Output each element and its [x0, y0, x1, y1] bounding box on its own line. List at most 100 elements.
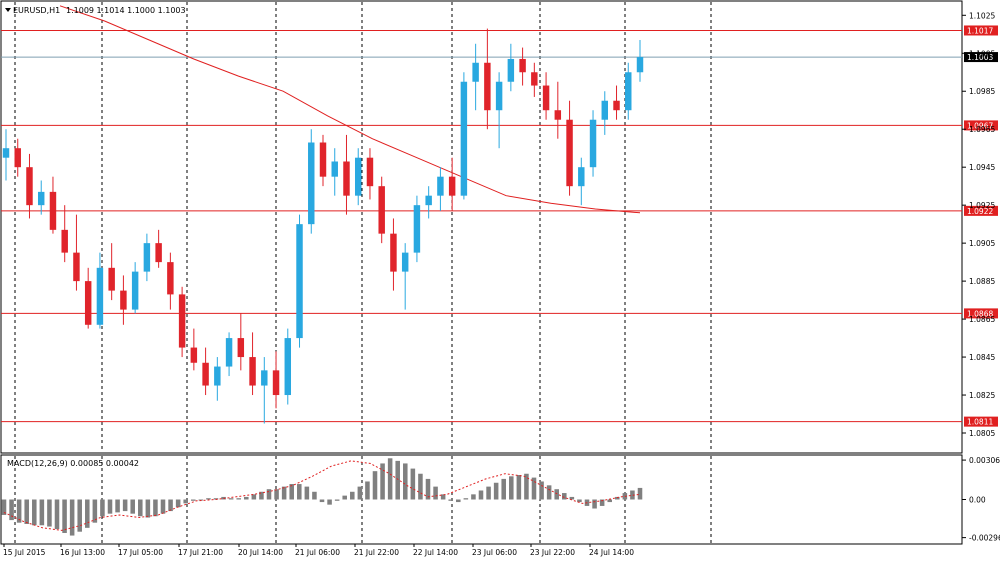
- candle[interactable]: [495, 72, 503, 149]
- macd-histogram-bar: [54, 499, 60, 530]
- macd-header: MACD(12,26,9) 0.00085 0.00042: [7, 459, 139, 468]
- candle[interactable]: [237, 313, 245, 371]
- candle[interactable]: [308, 129, 315, 234]
- candle[interactable]: [26, 153, 33, 219]
- candle[interactable]: [61, 205, 68, 263]
- candle[interactable]: [366, 148, 374, 200]
- candle[interactable]: [413, 195, 421, 263]
- candle[interactable]: [636, 39, 644, 82]
- macd-histogram-bar: [24, 499, 29, 524]
- macd-histogram-bar: [372, 471, 378, 500]
- candle[interactable]: [96, 252, 104, 329]
- macd-histogram-bar: [160, 499, 166, 514]
- candle[interactable]: [2, 129, 10, 181]
- candle[interactable]: [613, 85, 620, 120]
- macd-histogram-bar: [387, 458, 393, 500]
- candle[interactable]: [108, 243, 115, 301]
- current-price-tag: [964, 52, 998, 63]
- candle[interactable]: [601, 91, 609, 135]
- candle[interactable]: [190, 328, 198, 371]
- candle[interactable]: [167, 252, 174, 310]
- candle[interactable]: [261, 357, 268, 424]
- macd-histogram-bar: [403, 463, 408, 500]
- candle[interactable]: [296, 214, 303, 348]
- price-tick-label: 1.0985: [969, 87, 995, 96]
- price-tick-label: 1.0845: [969, 353, 995, 362]
- macd-histogram-bar: [599, 499, 605, 506]
- candle[interactable]: [589, 110, 597, 177]
- candle[interactable]: [460, 72, 468, 200]
- candle[interactable]: [84, 267, 92, 329]
- level-price-tag: [964, 416, 998, 427]
- candle-body: [472, 62, 479, 82]
- candle[interactable]: [49, 176, 57, 234]
- candle-body: [96, 267, 104, 325]
- candle[interactable]: [143, 233, 151, 282]
- candle[interactable]: [319, 134, 327, 187]
- candle[interactable]: [519, 47, 526, 86]
- candle-body: [37, 191, 45, 206]
- macd-histogram-bar: [380, 463, 385, 500]
- candle[interactable]: [155, 229, 162, 268]
- candle[interactable]: [14, 138, 21, 177]
- macd-histogram-bar: [630, 490, 635, 500]
- candle[interactable]: [331, 148, 338, 196]
- candle[interactable]: [472, 43, 479, 111]
- macd-histogram-bar: [115, 499, 120, 513]
- candle-body: [319, 142, 327, 177]
- macd-histogram-bar: [244, 496, 249, 500]
- candle-body: [413, 205, 421, 253]
- macd-histogram-bar: [312, 491, 317, 500]
- candle[interactable]: [202, 347, 209, 396]
- candle-body: [237, 338, 245, 358]
- candle-body: [554, 110, 562, 120]
- candle[interactable]: [249, 332, 256, 396]
- macd-tick-label: 0.00306: [969, 456, 1000, 465]
- collapse-triangle-icon[interactable]: [5, 8, 11, 12]
- candle[interactable]: [354, 148, 362, 206]
- candle[interactable]: [554, 81, 562, 139]
- time-tick-label: 17 Jul 21:00: [178, 548, 223, 557]
- candle[interactable]: [448, 157, 456, 211]
- level-price-label: 1.0922: [967, 207, 993, 216]
- candle[interactable]: [73, 214, 80, 291]
- macd-histogram-bar: [554, 489, 559, 500]
- macd-histogram-bar: [16, 499, 22, 523]
- candle[interactable]: [284, 328, 292, 405]
- macd-histogram-bar: [395, 460, 400, 500]
- level-price-tag: [964, 120, 998, 131]
- candle[interactable]: [131, 262, 139, 314]
- candle-body: [26, 167, 33, 206]
- candle[interactable]: [390, 218, 397, 291]
- candle[interactable]: [566, 100, 573, 196]
- candle[interactable]: [178, 286, 186, 358]
- candle-body: [625, 72, 632, 111]
- candle[interactable]: [542, 72, 550, 120]
- macd-histogram-bar: [175, 499, 181, 508]
- candle[interactable]: [37, 180, 45, 215]
- candle[interactable]: [120, 275, 127, 325]
- candle-body: [519, 58, 526, 73]
- candle-body: [484, 62, 491, 111]
- candle[interactable]: [378, 176, 385, 244]
- candle[interactable]: [531, 62, 538, 97]
- candle-body: [425, 195, 432, 206]
- candle-body: [73, 252, 80, 282]
- candle[interactable]: [507, 43, 515, 92]
- candle[interactable]: [214, 357, 221, 401]
- candle[interactable]: [401, 243, 409, 310]
- candle[interactable]: [437, 167, 444, 211]
- macd-histogram-bar: [592, 499, 597, 509]
- candle[interactable]: [625, 62, 632, 120]
- candle[interactable]: [425, 186, 432, 219]
- level-price-label: 1.0967: [967, 121, 993, 130]
- candle[interactable]: [578, 157, 585, 206]
- candle[interactable]: [272, 351, 280, 409]
- candle[interactable]: [225, 332, 233, 377]
- candle[interactable]: [484, 28, 491, 130]
- candle-body: [601, 100, 609, 120]
- candle[interactable]: [343, 134, 350, 215]
- candle-body: [613, 100, 620, 111]
